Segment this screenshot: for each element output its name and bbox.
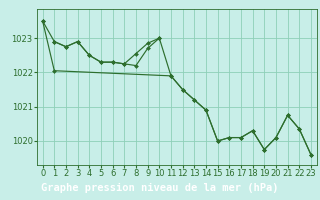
Text: Graphe pression niveau de la mer (hPa): Graphe pression niveau de la mer (hPa) [41, 183, 279, 193]
